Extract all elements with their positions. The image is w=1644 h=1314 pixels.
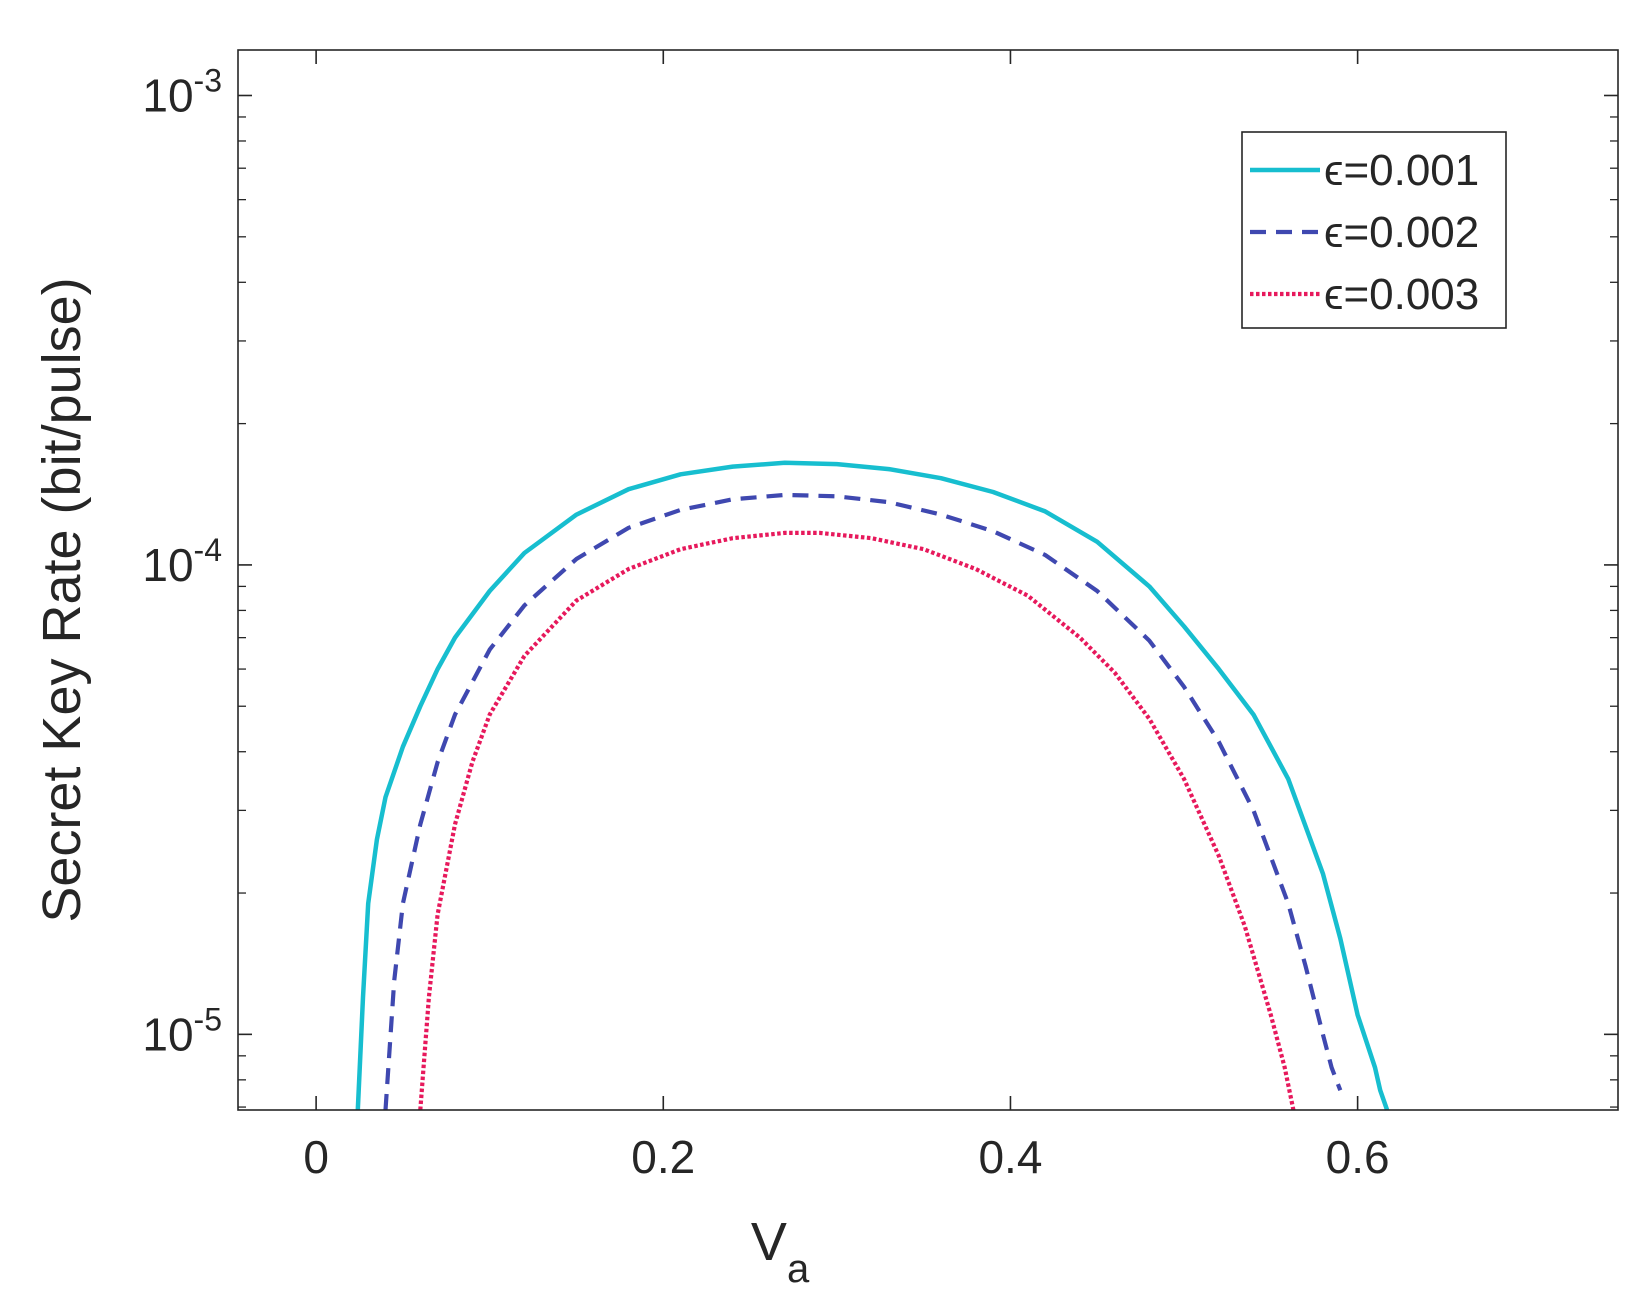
series-line-3 xyxy=(418,530,1296,1111)
y-tick-label: 10-5 xyxy=(142,1001,222,1060)
x-axis-title: Va xyxy=(751,1212,810,1291)
axis-ticks xyxy=(238,50,1618,1110)
y-tick-label: 10-4 xyxy=(142,532,222,591)
y-tick-label-base: 10 xyxy=(142,1008,193,1060)
legend-label-1: ϵ=0.001 xyxy=(1324,146,1479,195)
x-axis-title-main: V xyxy=(751,1212,787,1272)
series-line-2 xyxy=(383,492,1343,1111)
y-axis-title: Secret Key Rate (bit/pulse) xyxy=(32,277,92,922)
y-tick-label-exponent: -4 xyxy=(194,532,222,568)
legend: ϵ=0.001 ϵ=0.002 ϵ=0.003 xyxy=(1241,131,1507,329)
legend-label-3: ϵ=0.003 xyxy=(1324,270,1479,319)
series-layer xyxy=(355,460,1390,1111)
x-tick-label: 0.4 xyxy=(978,1131,1042,1183)
y-tick-label-base: 10 xyxy=(142,539,193,591)
x-tick-label: 0.6 xyxy=(1326,1131,1390,1183)
y-tick-label-exponent: -3 xyxy=(194,62,222,98)
y-tick-label-exponent: -5 xyxy=(194,1001,222,1037)
plot-area-frame xyxy=(237,49,1619,1111)
x-axis-title-subscript: a xyxy=(787,1247,810,1291)
x-tick-label: 0.2 xyxy=(631,1131,695,1183)
y-tick-label-base: 10 xyxy=(142,69,193,121)
y-tick-label: 10-3 xyxy=(142,62,222,121)
series-line-1 xyxy=(355,460,1390,1111)
x-tick-label: 0 xyxy=(303,1131,329,1183)
legend-label-2: ϵ=0.002 xyxy=(1324,208,1479,257)
tick-labels: 0 0.2 0.4 0.610-510-410-3 xyxy=(142,62,1389,1183)
